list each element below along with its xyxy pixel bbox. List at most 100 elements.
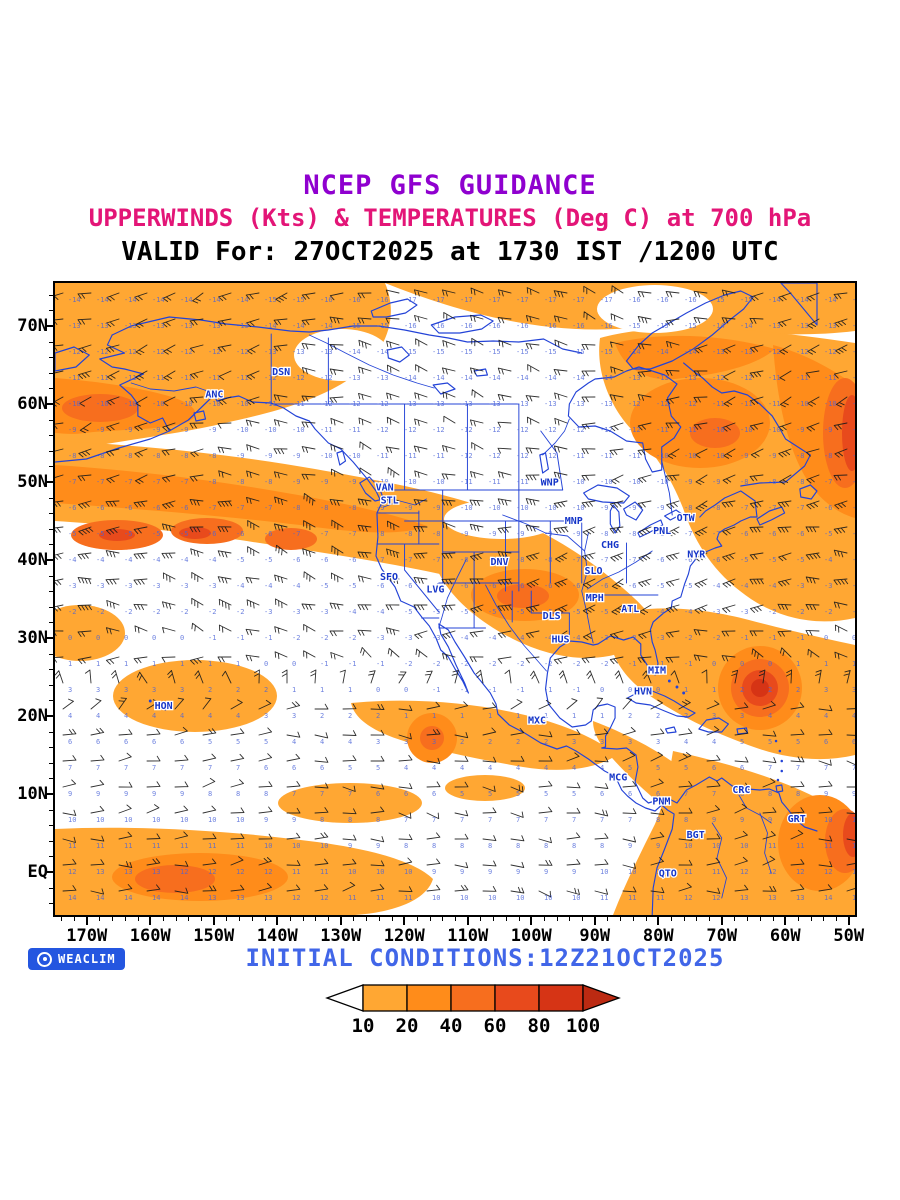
temperature-value: 2 xyxy=(348,712,352,720)
temperature-value: 9 xyxy=(656,842,660,850)
temperature-value: -16 xyxy=(460,322,473,330)
temperature-value: 9 xyxy=(712,816,716,824)
temperature-value: 14 xyxy=(180,894,188,902)
temperature-value: -3 xyxy=(404,634,412,642)
temperature-value: -12 xyxy=(488,426,501,434)
temperature-value: 8 xyxy=(404,842,408,850)
great-lakes xyxy=(583,484,683,538)
temperature-value: 7 xyxy=(208,764,212,772)
temperature-value: 9 xyxy=(768,816,772,824)
temperature-value: 9 xyxy=(180,790,184,798)
station-label: PNL xyxy=(653,526,671,537)
lat-tick-label: 30N xyxy=(17,627,48,648)
temperature-value: -11 xyxy=(824,374,837,382)
temperature-value: -4 xyxy=(824,556,832,564)
temperature-value: 3 xyxy=(404,738,408,746)
temperature-value: -12 xyxy=(124,348,137,356)
temperature-value: 9 xyxy=(264,816,268,824)
temperature-value: -3 xyxy=(376,634,384,642)
temperature-value: -17 xyxy=(544,296,557,304)
lon-minor-tick xyxy=(823,917,825,921)
temperature-value: -16 xyxy=(572,322,585,330)
temperature-value: -8 xyxy=(544,556,552,564)
temperature-value: -1 xyxy=(320,660,328,668)
colorbar-segment xyxy=(450,984,496,1012)
temperature-value: -9 xyxy=(124,426,132,434)
temperature-value: -3 xyxy=(124,582,132,590)
temperature-value: -8 xyxy=(684,504,692,512)
temperature-value: 12 xyxy=(796,868,804,876)
temperature-value: 1 xyxy=(432,712,436,720)
temperature-value: -9 xyxy=(824,426,832,434)
temperature-value: -17 xyxy=(572,296,585,304)
temperature-value: 13 xyxy=(852,868,855,876)
temperature-value: -14 xyxy=(96,296,109,304)
lon-minor-tick xyxy=(493,917,495,921)
temperature-value: 9 xyxy=(376,842,380,850)
temperature-value: 3 xyxy=(740,712,744,720)
temperature-value: 12 xyxy=(768,868,776,876)
temperature-value: 7 xyxy=(628,816,632,824)
colorbar-left-arrow xyxy=(325,984,364,1012)
temperature-value: -2 xyxy=(404,660,412,668)
temperature-value: -4 xyxy=(152,556,160,564)
temperature-value: -14 xyxy=(152,296,165,304)
temperature-value: 4 xyxy=(488,764,492,772)
temperature-value: 11 xyxy=(628,894,636,902)
temperature-value: 4 xyxy=(208,712,212,720)
temperature-value: -8 xyxy=(628,530,636,538)
temperature-value: 10 xyxy=(152,816,160,824)
temperature-value: 9 xyxy=(292,816,296,824)
temperature-value: 5 xyxy=(376,764,380,772)
temperature-value: -8 xyxy=(432,530,440,538)
temperature-value: 12 xyxy=(208,868,216,876)
temperature-value: 12 xyxy=(684,894,692,902)
temperature-value: 9 xyxy=(152,790,156,798)
lon-major-tick xyxy=(530,917,533,925)
station-label: CHG xyxy=(601,540,619,551)
temperature-value: -4 xyxy=(264,582,272,590)
temperature-value: -10 xyxy=(544,504,557,512)
lat-minor-tick xyxy=(49,684,53,686)
lon-major-tick xyxy=(720,917,723,925)
temperature-value: -7 xyxy=(600,556,608,564)
temperature-value: -4 xyxy=(460,634,468,642)
temperature-value: 8 xyxy=(320,816,324,824)
temperature-value: -8 xyxy=(796,452,804,460)
lat-minor-tick xyxy=(49,778,53,780)
temperature-value: 2 xyxy=(460,738,464,746)
lon-minor-tick xyxy=(442,917,444,921)
lon-minor-tick xyxy=(289,917,291,921)
temperature-value: -10 xyxy=(264,426,277,434)
temperature-value: -14 xyxy=(852,296,855,304)
temperature-value: -5 xyxy=(124,530,132,538)
temperature-value: -14 xyxy=(684,348,697,356)
temperature-value: 14 xyxy=(124,894,132,902)
temperature-value: 1 xyxy=(68,660,72,668)
temperature-value: 3 xyxy=(292,712,296,720)
temperature-value: -8 xyxy=(264,478,272,486)
colorbar-tick-label: 60 xyxy=(484,1015,507,1037)
lat-minor-tick xyxy=(49,310,53,312)
lat-minor-tick xyxy=(49,606,53,608)
temperature-value: -1 xyxy=(488,686,496,694)
temperature-value: 8 xyxy=(488,842,492,850)
temperature-value: -6 xyxy=(460,582,468,590)
temperature-value: 10 xyxy=(348,868,356,876)
temperature-value: 10 xyxy=(684,842,692,850)
temperature-value: 5 xyxy=(768,738,772,746)
chukotka xyxy=(55,346,90,372)
temperature-value: -11 xyxy=(376,452,389,460)
temperature-value: -10 xyxy=(572,504,585,512)
temperature-value: -15 xyxy=(684,322,697,330)
temperature-value: -15 xyxy=(544,348,557,356)
temperature-value: -5 xyxy=(68,530,76,538)
temperature-value: 1 xyxy=(796,660,800,668)
temperature-value: -4 xyxy=(656,608,664,616)
temperature-value: -8 xyxy=(292,504,300,512)
temperature-value: -11 xyxy=(124,374,137,382)
temperature-value: -13 xyxy=(740,348,753,356)
temperature-value: -1 xyxy=(516,686,524,694)
temperature-value: 7 xyxy=(96,764,100,772)
temperature-value: -11 xyxy=(684,426,697,434)
